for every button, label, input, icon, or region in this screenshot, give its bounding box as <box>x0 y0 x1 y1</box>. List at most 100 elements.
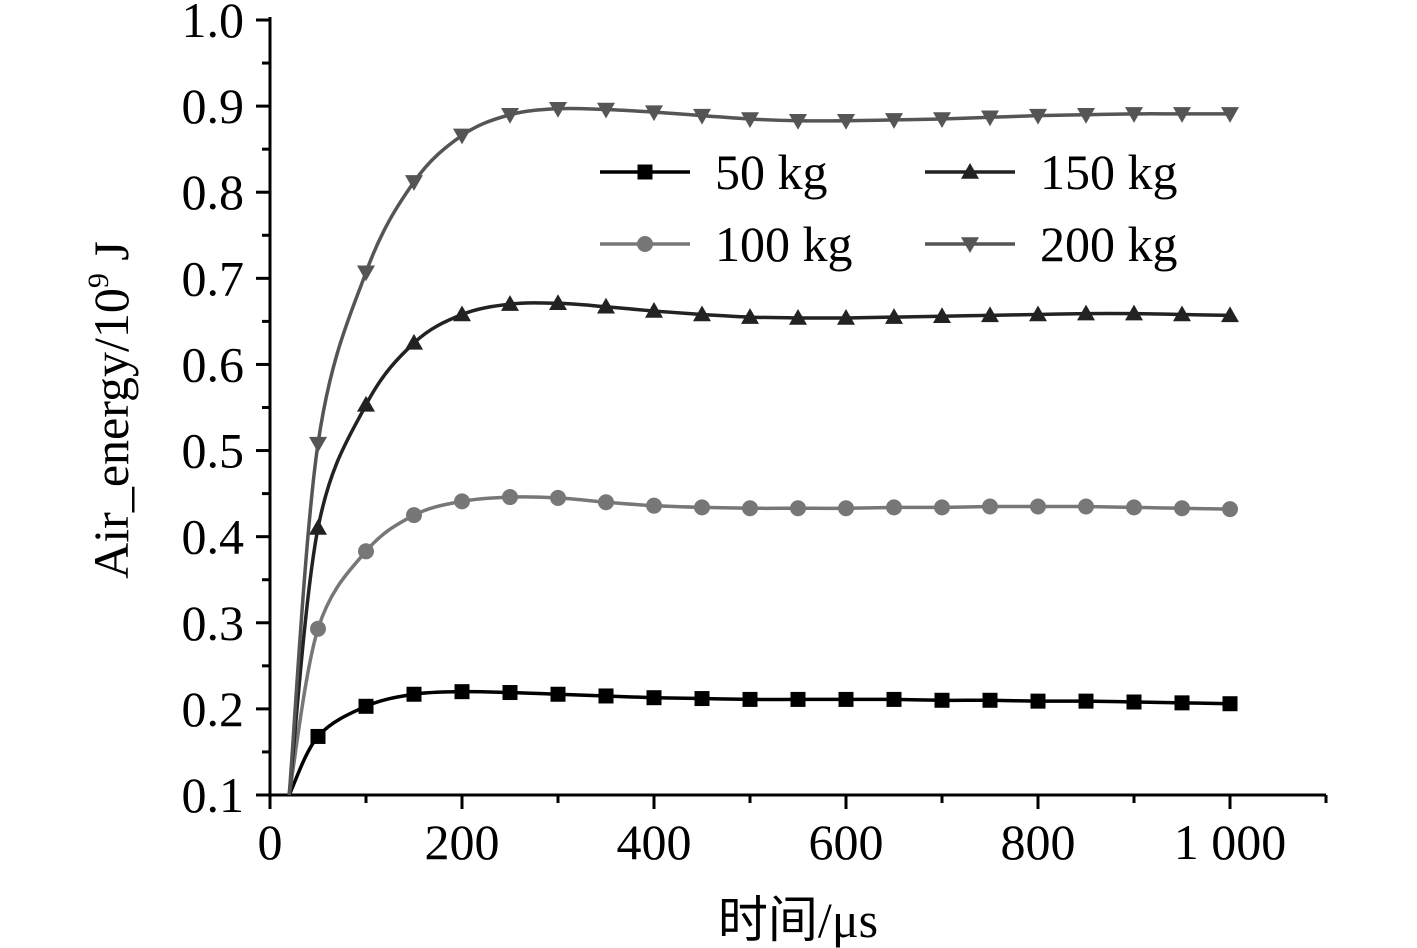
y-tick-label: 0.2 <box>182 681 245 737</box>
data-point-triangle-up <box>597 297 615 314</box>
data-point-circle <box>550 489 566 506</box>
data-point-triangle-up <box>693 305 711 322</box>
data-point-triangle-down <box>549 101 567 118</box>
y-tick-label: 0.3 <box>182 595 245 651</box>
data-point-triangle-down <box>645 105 663 122</box>
legend: 50 kg 100 kg 150 kg 200 kg <box>600 144 1178 272</box>
legend-label: 200 kg <box>1040 216 1178 272</box>
data-point-circle <box>1174 500 1190 517</box>
data-point-square <box>310 728 326 744</box>
data-point-triangle-down <box>1125 107 1143 123</box>
data-point-triangle-up <box>357 395 375 412</box>
data-point-triangle-up <box>645 302 663 318</box>
data-point-triangle-up <box>741 308 759 324</box>
data-point-circle <box>1126 499 1142 516</box>
data-point-circle <box>838 500 854 517</box>
data-point-triangle-up <box>837 308 855 325</box>
x-tick-label: 200 <box>425 814 500 870</box>
data-point-triangle-down <box>1221 107 1239 123</box>
data-point-triangle-up <box>549 294 567 311</box>
data-point-square <box>598 688 614 704</box>
data-point-circle <box>742 500 758 517</box>
series-group <box>287 101 1239 796</box>
data-point-square <box>1078 693 1094 709</box>
data-point-circle <box>646 497 662 514</box>
data-point-square <box>838 691 854 707</box>
y-tick-label: 0.5 <box>182 423 245 479</box>
legend-label: 100 kg <box>715 216 853 272</box>
data-point-triangle-down <box>1029 108 1047 125</box>
data-point-triangle-down <box>309 436 327 453</box>
data-point-triangle-up <box>885 308 903 324</box>
legend-item: 100 kg <box>600 216 853 272</box>
x-tick-label: 400 <box>617 814 692 870</box>
y-tick-label: 0.1 <box>182 767 245 823</box>
y-axis-title-exponent: 9 <box>82 273 115 288</box>
data-point-circle <box>637 236 653 252</box>
series-100-kg <box>287 489 1238 796</box>
data-point-triangle-up <box>1029 305 1047 322</box>
data-point-circle <box>982 498 998 515</box>
data-point-circle <box>406 507 422 524</box>
data-point-circle <box>502 489 518 506</box>
data-point-triangle-down <box>1077 107 1095 124</box>
y-axis-title-unit: J <box>83 241 139 273</box>
y-tick-label: 1.0 <box>182 0 245 48</box>
x-tick-label: 0 <box>258 814 283 870</box>
data-point-triangle-down <box>981 110 999 127</box>
series-200-kg <box>287 101 1239 796</box>
data-point-circle <box>1030 498 1046 515</box>
data-point-circle <box>358 543 374 560</box>
legend-label: 50 kg <box>715 144 828 200</box>
y-tick-label: 0.6 <box>182 336 245 392</box>
data-point-triangle-up <box>309 519 327 535</box>
series-50-kg <box>287 684 1238 796</box>
series-line <box>287 495 1231 796</box>
data-point-square <box>637 164 653 180</box>
data-point-triangle-down <box>693 108 711 125</box>
legend-item: 50 kg <box>600 144 828 200</box>
legend-item: 150 kg <box>925 144 1178 200</box>
data-point-triangle-down <box>453 128 471 145</box>
y-tick-label: 0.7 <box>182 250 245 306</box>
data-point-square <box>1174 695 1190 711</box>
legend-item: 200 kg <box>925 216 1178 272</box>
x-tick-label: 600 <box>809 814 884 870</box>
data-point-triangle-up <box>1077 304 1095 321</box>
data-point-triangle-down <box>885 113 903 129</box>
data-point-square <box>886 691 902 707</box>
data-point-square <box>454 684 470 700</box>
data-point-square <box>358 698 374 714</box>
data-point-triangle-up <box>981 306 999 323</box>
data-point-circle <box>694 499 710 516</box>
y-tick-label: 0.9 <box>182 78 245 134</box>
data-point-triangle-up <box>1173 305 1191 322</box>
data-point-triangle-down <box>837 114 855 130</box>
data-point-triangle-up <box>453 305 471 322</box>
data-point-triangle-up <box>961 163 979 179</box>
data-point-square <box>742 691 758 707</box>
data-point-circle <box>790 500 806 517</box>
data-point-circle <box>454 493 470 510</box>
data-point-square <box>934 692 950 708</box>
data-point-circle <box>886 499 902 516</box>
data-point-triangle-down <box>789 114 807 130</box>
data-point-square <box>1030 693 1046 709</box>
x-tick-label: 800 <box>1001 814 1076 870</box>
data-point-square <box>1126 694 1142 710</box>
y-tick-label: 0.4 <box>182 509 245 565</box>
data-point-square <box>406 686 422 702</box>
data-point-square <box>1222 696 1238 712</box>
series-line <box>287 301 1231 796</box>
data-point-triangle-up <box>1125 304 1143 321</box>
x-axis-ticks: 0 200 400 600 800 1 000 <box>258 795 1328 870</box>
x-tick-label: 1 000 <box>1174 814 1287 870</box>
data-point-triangle-down <box>741 112 759 129</box>
data-point-triangle-down <box>597 102 615 119</box>
data-point-circle <box>1222 501 1238 518</box>
data-point-triangle-down <box>1173 107 1191 123</box>
data-point-triangle-down <box>933 112 951 129</box>
data-point-triangle-up <box>405 333 423 350</box>
series-150-kg <box>287 294 1239 796</box>
